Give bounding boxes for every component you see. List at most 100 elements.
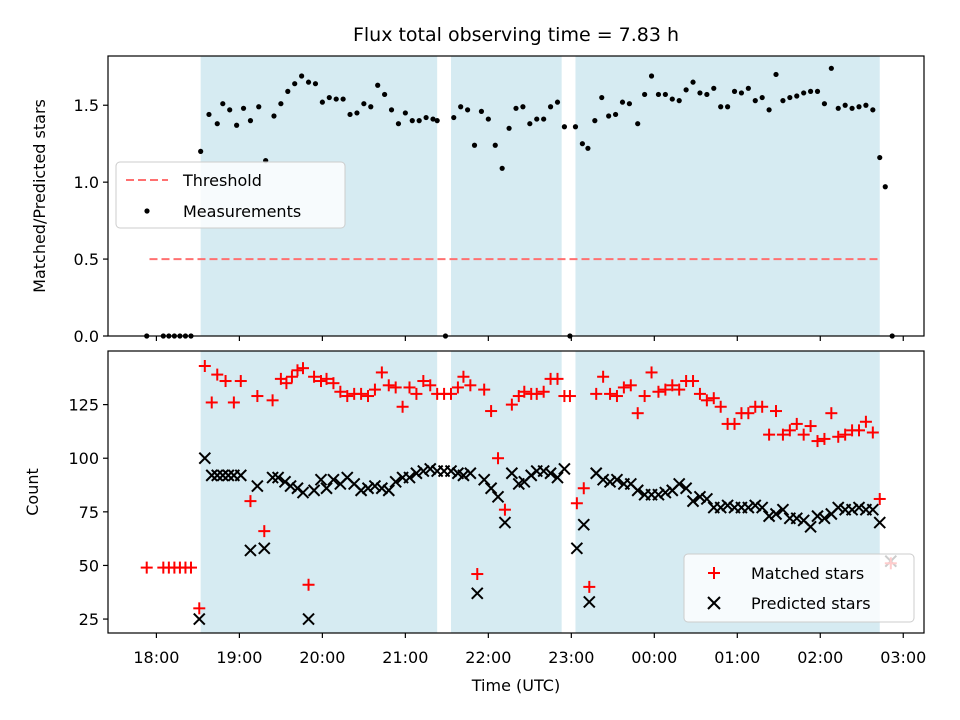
top-y-tick-label: 1.0 <box>74 173 99 192</box>
matched-star-point <box>464 379 477 392</box>
measurement-point <box>801 90 807 96</box>
matched-star-point <box>320 372 333 385</box>
predicted-star-point <box>762 509 776 523</box>
measurement-point <box>402 110 408 116</box>
matched-star-point <box>597 370 610 383</box>
predicted-star-point <box>686 494 700 508</box>
measurement-point <box>773 71 779 78</box>
measurement-point <box>382 91 388 98</box>
matched-star-point <box>693 387 706 400</box>
measurement-point <box>835 105 841 111</box>
measurement-point <box>368 104 374 110</box>
predicted-star-point <box>307 484 321 497</box>
predicted-stars-legend-label: Predicted stars <box>751 594 871 613</box>
matched-star-point <box>478 383 491 396</box>
measurement-point <box>227 107 233 113</box>
threshold-legend-label: Threshold <box>182 171 262 190</box>
matched-star-point <box>783 424 796 437</box>
matched-star-point <box>577 482 590 495</box>
matched-star-point <box>645 366 658 379</box>
predicted-star-point <box>410 467 423 480</box>
predicted-star-point <box>596 473 610 486</box>
measurement-point <box>697 90 703 96</box>
matched-star-point <box>451 381 464 394</box>
x-axis-label: Time (UTC) <box>471 676 560 695</box>
x-tick-label: 01:00 <box>714 648 760 667</box>
chart-title: Flux total observing time = 7.83 h <box>353 24 679 46</box>
measurement-point <box>794 93 800 99</box>
matched-star-point <box>790 417 803 430</box>
measurement-point <box>704 91 710 98</box>
matched-star-point <box>852 424 865 437</box>
predicted-star-point <box>477 473 491 486</box>
predicted-star-point <box>327 473 340 486</box>
measurement-point <box>319 99 325 105</box>
matched-star-point <box>666 379 679 392</box>
measurement-point <box>814 88 821 94</box>
measurement-point <box>513 105 519 111</box>
measurement-point <box>635 121 641 127</box>
measurement-point <box>842 102 848 108</box>
measurements-legend-label: Measurements <box>183 202 301 221</box>
predicted-star-point <box>457 469 470 482</box>
measurement-point <box>731 88 738 94</box>
matched-star-point <box>485 405 498 418</box>
predicted-star-point <box>873 516 886 529</box>
measurement-point <box>787 94 793 101</box>
top-y-axis-label: Matched/Predicted stars <box>30 99 49 293</box>
x-tick-label: 20:00 <box>299 648 345 667</box>
matched-star-point <box>590 387 603 400</box>
matched-stars-legend-label: Matched stars <box>751 564 864 583</box>
matched-star-point <box>396 400 409 413</box>
predicted-star-point <box>505 467 519 480</box>
predicted-star-point <box>776 503 790 516</box>
matched-star-point <box>308 370 321 383</box>
measurement-point <box>312 81 319 87</box>
matched-star-point <box>258 525 271 538</box>
matched-star-point <box>583 580 596 593</box>
predicted-star-point <box>403 471 416 484</box>
top-legend: Threshold Measurements <box>115 161 346 229</box>
measurement-point <box>780 98 786 104</box>
measurement-point <box>409 118 415 124</box>
top-y-tick-label: 0.0 <box>74 327 99 346</box>
measurement-point <box>423 114 429 121</box>
matched-star-point <box>776 428 789 441</box>
matched-star-point <box>551 372 564 385</box>
matched-star-point <box>797 428 810 441</box>
measurement-point <box>485 116 491 122</box>
predicted-star-point <box>216 469 230 482</box>
matched-star-point <box>537 385 550 398</box>
matched-star-point <box>518 385 531 398</box>
matched-star-point <box>140 561 153 574</box>
matched-star-point <box>375 366 388 379</box>
matched-star-point <box>687 375 700 388</box>
matched-star-point <box>498 503 511 516</box>
matched-star-point <box>184 561 197 574</box>
matched-star-point <box>234 375 247 388</box>
measurement-point <box>745 85 751 91</box>
measurement-point <box>520 104 526 110</box>
predicted-star-point <box>361 482 375 495</box>
matched-star-point <box>417 375 430 388</box>
measurement-point <box>333 96 339 102</box>
matched-star-point <box>624 379 637 392</box>
measurement-point <box>471 142 478 148</box>
predicted-star-point <box>284 479 297 493</box>
predicted-star-point <box>296 486 310 499</box>
top-axes-frame <box>107 55 925 337</box>
measurements-legend-marker <box>144 208 150 214</box>
top-x-ticks <box>155 336 904 341</box>
measurement-point <box>499 165 505 171</box>
x-tick-label: 23:00 <box>548 648 594 667</box>
measurement-point <box>648 73 655 79</box>
matched-star-point <box>839 428 852 441</box>
measurement-point <box>458 104 464 110</box>
top-y-tick-label: 1.5 <box>74 96 99 115</box>
measurement-point <box>592 118 598 124</box>
predicted-star-point <box>368 479 382 493</box>
predicted-star-point <box>679 482 693 495</box>
matched-star-point <box>873 492 886 505</box>
predicted-star-point <box>700 492 714 506</box>
